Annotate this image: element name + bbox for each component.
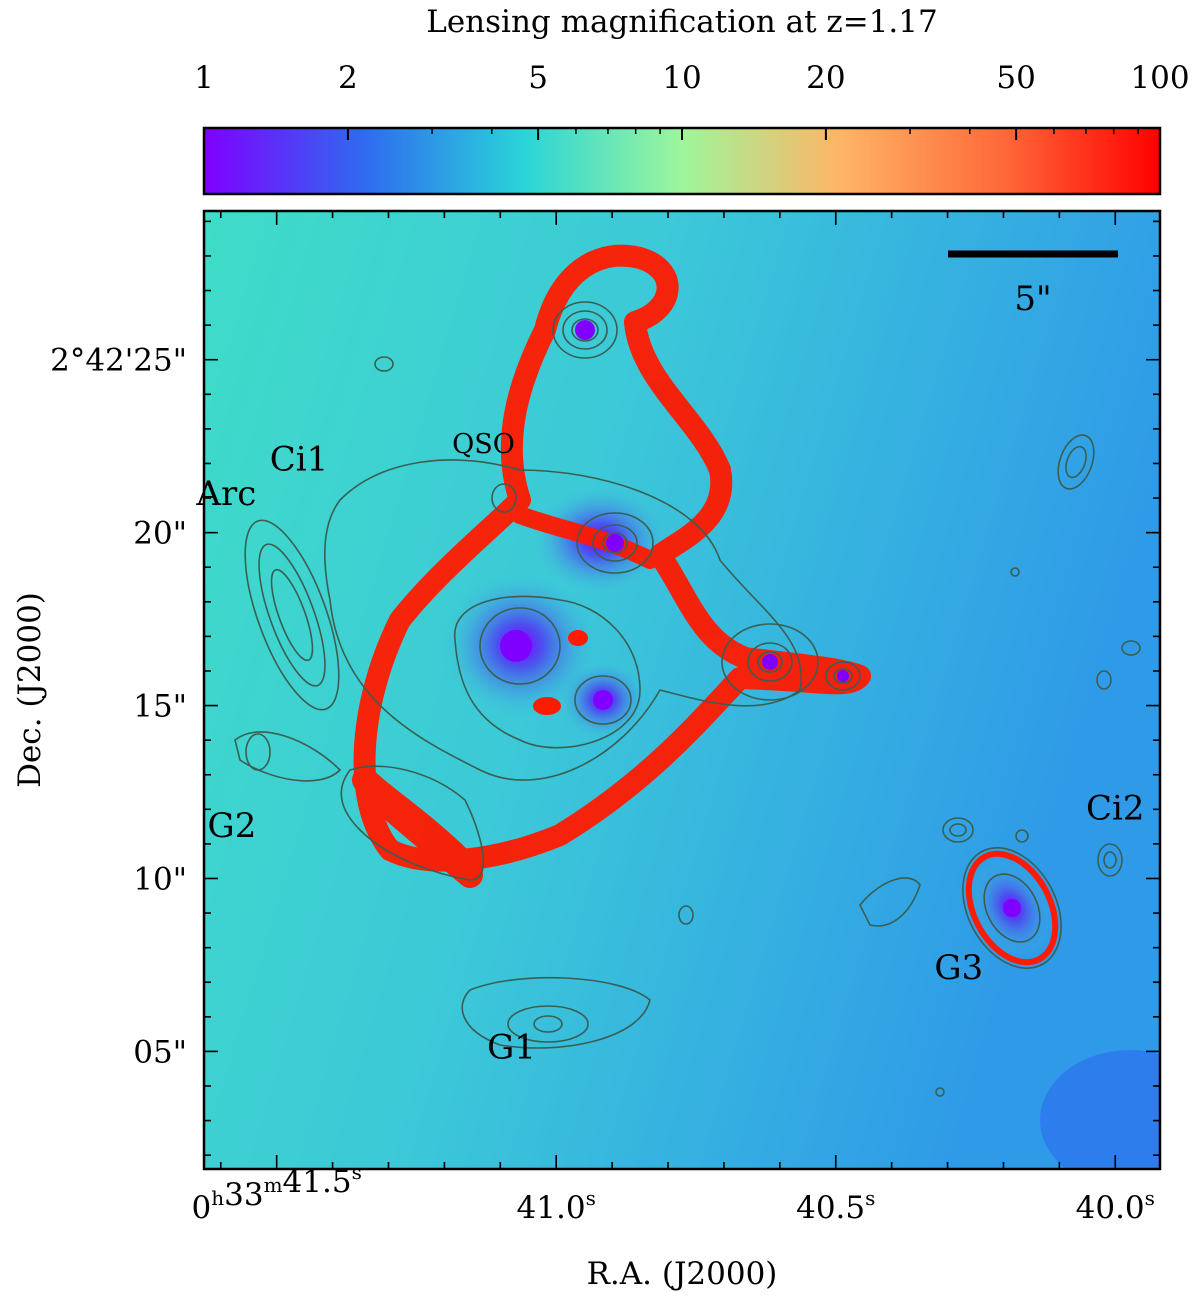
y-tick-label: 10" — [133, 861, 187, 897]
x-axis-label: R.A. (J2000) — [587, 1256, 778, 1292]
y-tick-label: 15" — [133, 689, 187, 725]
y-tick-label: 05" — [133, 1034, 187, 1070]
y-axis-label: Dec. (J2000) — [12, 592, 48, 788]
annotation-g1: G1 — [487, 1027, 536, 1067]
source-annotations: QSO Ci1 Arc Ci2 G2 G3 G1 — [195, 429, 1144, 1067]
y-tick-labels: 05" 10" 15" 20" 2°42'25" — [50, 343, 187, 1071]
colorbar-tick-label: 20 — [806, 60, 845, 96]
y-tick-label: 20" — [133, 516, 187, 552]
colorbar-tick-label: 10 — [662, 60, 701, 96]
plot-frame — [202, 209, 1162, 1171]
scale-bar-label: 5" — [1014, 279, 1051, 319]
x-tick-labels: 0h33m41.5s 41.0s 40.5s 40.0s — [192, 1160, 1155, 1226]
colorbar-tick-label: 2 — [338, 60, 358, 96]
magnification-map — [204, 211, 1160, 1169]
x-tick-label: 40.5s — [796, 1186, 875, 1226]
annotation-arc: Arc — [195, 474, 256, 514]
colorbar-tick-label: 100 — [1130, 60, 1189, 96]
annotation-g3: G3 — [934, 948, 983, 988]
colorbar-ticks — [203, 127, 1161, 140]
annotation-qso: QSO — [452, 429, 515, 460]
annotation-g2: G2 — [208, 806, 257, 846]
axis-ticks — [204, 211, 1160, 1169]
x-tick-label: 40.0s — [1076, 1186, 1155, 1226]
y-tick-label: 2°42'25" — [50, 343, 187, 379]
x-tick-label: 41.0s — [517, 1186, 596, 1226]
colorbar-tick-labels: 1 2 5 10 20 50 100 — [194, 60, 1189, 96]
annotation-ci2: Ci2 — [1086, 789, 1145, 829]
colorbar-tick-label: 5 — [528, 60, 548, 96]
colorbar-tick-label: 1 — [194, 60, 214, 96]
x-tick-label: 0h33m41.5s — [192, 1160, 362, 1226]
colorbar-tick-label: 50 — [996, 60, 1035, 96]
annotation-ci1: Ci1 — [270, 439, 329, 479]
colorbar-label: Lensing magnification at z=1.17 — [426, 4, 938, 40]
